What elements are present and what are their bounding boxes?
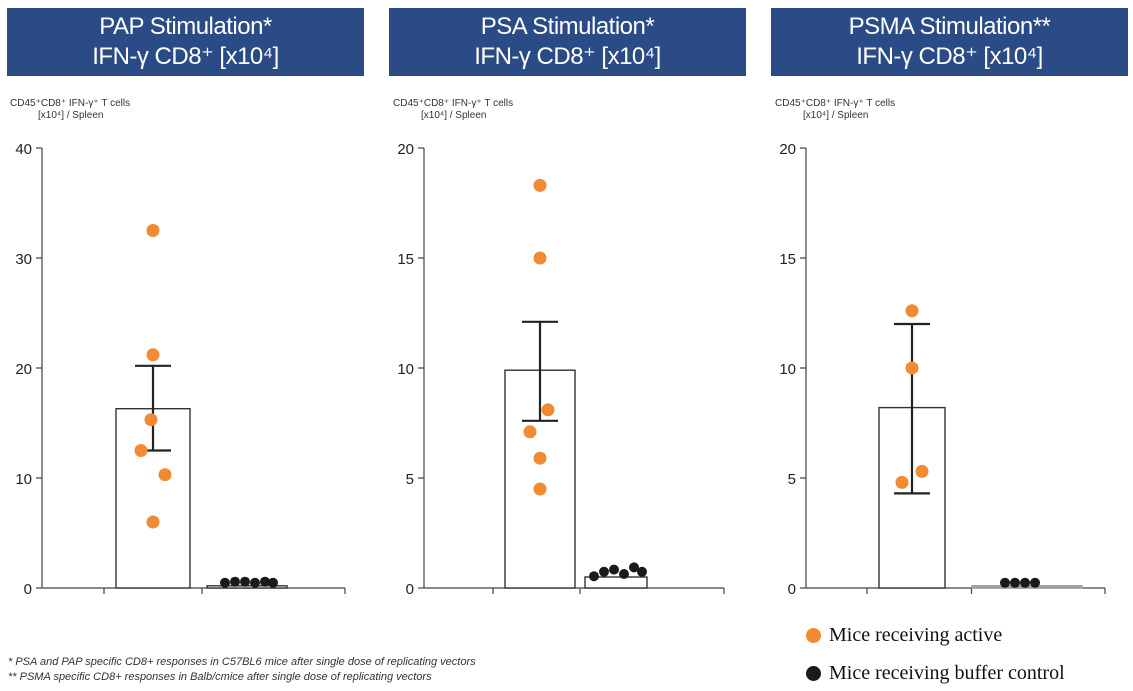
y-axis-label: CD45⁺CD8⁺ IFN-γ⁺ T cells [10,98,130,109]
data-point-active [146,224,160,237]
data-point-active [533,178,547,192]
y-tick-label: 20 [15,361,32,378]
data-point-buffer [268,577,278,588]
data-point-buffer [637,566,647,577]
y-axis-label: CD45⁺CD8⁺ IFN-γ⁺ T cells [393,98,513,109]
data-point-buffer [589,571,599,582]
y-tick-label: 15 [779,251,796,268]
y-tick-label: 0 [24,581,32,598]
y-tick-label: 30 [15,251,32,268]
data-point-active [533,451,547,465]
legend-active-dot-icon [806,628,821,643]
chart-panel-1: CD45⁺CD8⁺ IFN-γ⁺ T cells[x10⁴] / Spleen 0… [393,98,725,598]
y-tick-label: 5 [406,471,414,488]
y-axis-label-unit: [x10⁴] / Spleen [421,110,486,121]
footnote-1: * PSA and PAP specific CD8+ responses in… [8,656,476,668]
panel-title: PSA Stimulation* [480,13,655,40]
data-point-active [533,251,547,265]
data-point-buffer [1010,577,1020,588]
data-point-buffer [599,566,609,577]
legend-buffer-dot-icon [806,666,821,681]
data-point-buffer [250,577,260,588]
panel-header-psma: PSMA Stimulation** IFN-γ CD8⁺ [x10⁴] [771,8,1128,76]
y-axis-label-unit: [x10⁴] / Spleen [38,110,103,121]
bar-buffer [584,576,648,589]
data-point-buffer [1020,577,1030,588]
legend-active-label: Mice receiving active [829,624,1003,646]
data-point-active [146,348,160,362]
y-tick-label: 10 [779,361,796,378]
y-tick-label: 15 [397,251,414,268]
y-tick-label: 5 [788,471,796,488]
panel-header-psa: PSA Stimulation* IFN-γ CD8⁺ [x10⁴] [389,8,746,76]
y-axis-label: CD45⁺CD8⁺ IFN-γ⁺ T cells [775,98,895,109]
data-point-active [146,515,160,529]
data-point-buffer [240,576,250,587]
panel-subtitle: IFN-γ CD8⁺ [x10⁴] [92,43,279,70]
data-point-active [905,361,919,375]
y-tick-label: 20 [397,141,414,158]
y-tick-label: 10 [15,471,32,488]
data-point-buffer [220,577,230,588]
data-point-active [533,482,547,496]
panel-title: PSMA Stimulation** [848,13,1051,40]
y-tick-label: 10 [397,361,414,378]
legend-buffer-label: Mice receiving buffer control [829,662,1065,684]
data-point-active [905,304,919,318]
panel-subtitle: IFN-γ CD8⁺ [x10⁴] [856,43,1043,70]
data-point-active [144,413,158,427]
data-point-active [541,403,555,417]
data-point-buffer [260,576,270,587]
y-tick-label: 20 [779,141,796,158]
data-point-buffer [609,564,619,575]
data-point-buffer [619,569,629,579]
legend-item-active: Mice receiving active [806,624,1002,647]
data-point-buffer [1000,577,1010,588]
panel-subtitle: IFN-γ CD8⁺ [x10⁴] [474,43,661,70]
data-point-active [134,444,148,457]
chart-panel-0: CD45⁺CD8⁺ IFN-γ⁺ T cells[x10⁴] / Spleen 0… [10,98,346,598]
data-point-buffer [230,576,240,587]
data-point-active [895,475,909,489]
y-tick-label: 0 [788,581,796,598]
legend-item-buffer: Mice receiving buffer control [806,662,1065,685]
footnote-2: ** PSMA specific CD8+ responses in Balb/… [8,671,432,683]
data-point-buffer [629,562,639,573]
panel-title: PAP Stimulation* [99,13,272,40]
y-axis-label-unit: [x10⁴] / Spleen [803,110,868,121]
data-point-active [158,468,172,482]
panel-header-pap: PAP Stimulation* IFN-γ CD8⁺ [x10⁴] [7,8,364,76]
data-point-buffer [1030,577,1040,588]
data-point-active [915,464,929,478]
y-tick-label: 0 [406,581,414,598]
data-point-active [523,425,537,439]
y-tick-label: 40 [15,141,32,158]
chart-panel-2: CD45⁺CD8⁺ IFN-γ⁺ T cells[x10⁴] / Spleen 0… [775,98,1106,598]
